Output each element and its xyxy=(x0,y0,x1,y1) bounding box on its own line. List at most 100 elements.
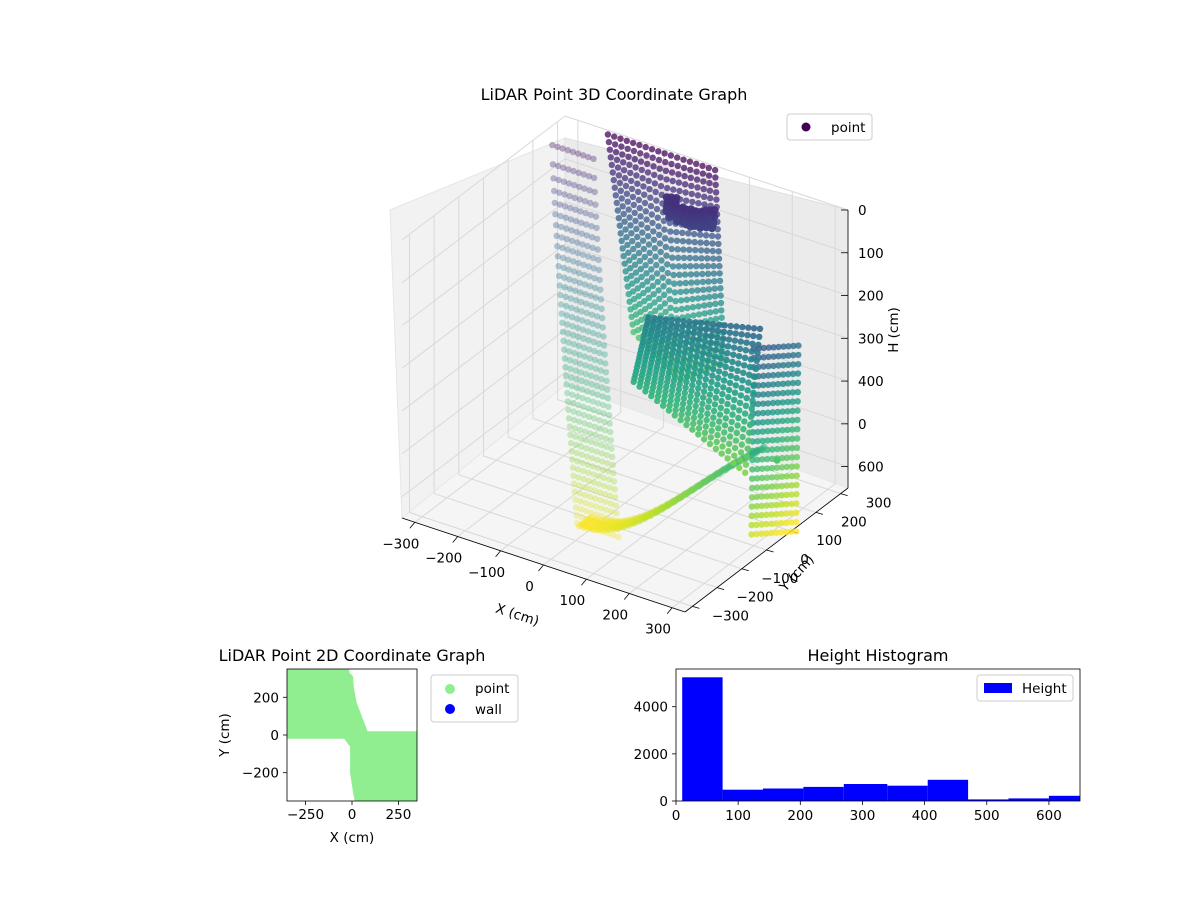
point-marker xyxy=(586,346,593,353)
point-marker xyxy=(589,244,596,251)
point-region-2d xyxy=(287,669,417,801)
point-marker xyxy=(635,249,643,257)
point-marker xyxy=(754,419,762,426)
histogram-bar-6 xyxy=(927,779,969,801)
point-marker xyxy=(784,408,791,415)
legend-3d-frame xyxy=(786,113,873,141)
point-marker xyxy=(694,342,702,349)
point-marker xyxy=(759,400,767,407)
point-marker xyxy=(702,332,709,339)
y-tick-label-3d-5: 200 xyxy=(841,514,867,530)
grid-x-6 xyxy=(671,205,836,609)
point-marker xyxy=(793,472,800,479)
point-marker xyxy=(592,432,599,439)
point-marker xyxy=(618,237,625,245)
point-marker xyxy=(596,489,603,496)
point-marker xyxy=(561,203,569,210)
point-marker xyxy=(703,416,710,424)
point-marker xyxy=(564,398,572,405)
point-marker xyxy=(666,287,673,294)
point-marker xyxy=(784,436,791,443)
x-axis-label-2d: X (cm) xyxy=(330,830,375,846)
point-marker xyxy=(559,319,566,326)
point-marker xyxy=(793,444,801,451)
point-marker xyxy=(580,467,587,475)
point-marker xyxy=(638,221,645,228)
point-marker xyxy=(754,475,761,482)
point-marker xyxy=(641,297,648,305)
point-marker xyxy=(696,373,703,380)
point-marker xyxy=(734,422,741,429)
point-marker xyxy=(687,263,694,270)
point-marker xyxy=(621,517,629,524)
point-marker xyxy=(715,240,722,248)
point-marker xyxy=(705,278,712,285)
point-marker xyxy=(677,375,684,383)
point-marker xyxy=(623,275,630,283)
point-marker xyxy=(763,530,770,537)
point-marker xyxy=(715,255,723,262)
point-marker xyxy=(760,363,767,370)
point-marker xyxy=(596,425,604,432)
point-marker xyxy=(679,322,687,330)
point-marker xyxy=(659,274,666,281)
point-marker xyxy=(576,351,583,358)
point-marker xyxy=(736,407,743,414)
point-marker xyxy=(597,358,604,365)
point-marker xyxy=(764,428,771,435)
point-marker xyxy=(629,193,637,201)
point-marker xyxy=(768,529,775,537)
point-marker xyxy=(783,501,790,508)
point-marker xyxy=(689,340,696,348)
point-marker xyxy=(632,217,639,225)
point-marker xyxy=(758,502,765,510)
point-marker xyxy=(625,206,632,213)
point-marker xyxy=(655,156,663,164)
point-marker xyxy=(693,353,700,361)
point-marker xyxy=(645,233,652,240)
point-marker xyxy=(731,389,739,396)
point-marker xyxy=(712,346,719,354)
grid-y-3 xyxy=(483,178,767,551)
point-marker xyxy=(671,412,678,419)
histogram-bar-8 xyxy=(1008,798,1049,801)
point-marker xyxy=(724,455,731,462)
point-marker xyxy=(682,384,689,391)
point-marker xyxy=(660,283,667,290)
point-marker xyxy=(788,444,796,452)
point-marker xyxy=(556,201,564,208)
point-marker xyxy=(733,323,740,330)
point-marker xyxy=(554,243,561,250)
point-marker xyxy=(569,456,576,463)
point-marker xyxy=(637,213,644,220)
point-marker xyxy=(672,367,679,374)
point-marker xyxy=(586,283,594,290)
point-marker xyxy=(693,263,700,270)
point-marker xyxy=(669,387,676,394)
point-marker xyxy=(577,435,584,442)
point-marker xyxy=(754,428,761,436)
point-marker xyxy=(745,324,752,331)
y-tick-3d-5 xyxy=(815,512,824,515)
point-marker xyxy=(619,203,626,210)
point-marker xyxy=(682,279,689,287)
point-marker xyxy=(574,239,581,246)
point-marker xyxy=(689,198,696,206)
point-marker xyxy=(714,431,721,439)
point-marker xyxy=(788,463,796,470)
point-marker xyxy=(680,246,687,253)
point-marker xyxy=(683,296,690,303)
point-marker xyxy=(661,300,669,307)
point-marker xyxy=(654,278,661,286)
point-marker xyxy=(764,465,771,472)
point-marker xyxy=(684,313,692,320)
point-marker xyxy=(759,428,766,435)
point-marker xyxy=(717,404,724,411)
point-marker xyxy=(718,450,725,457)
point-marker xyxy=(706,440,714,448)
point-marker xyxy=(646,302,653,310)
point-marker xyxy=(711,353,718,360)
point-marker xyxy=(778,501,785,508)
point-marker xyxy=(580,171,587,178)
point-marker xyxy=(610,532,617,539)
